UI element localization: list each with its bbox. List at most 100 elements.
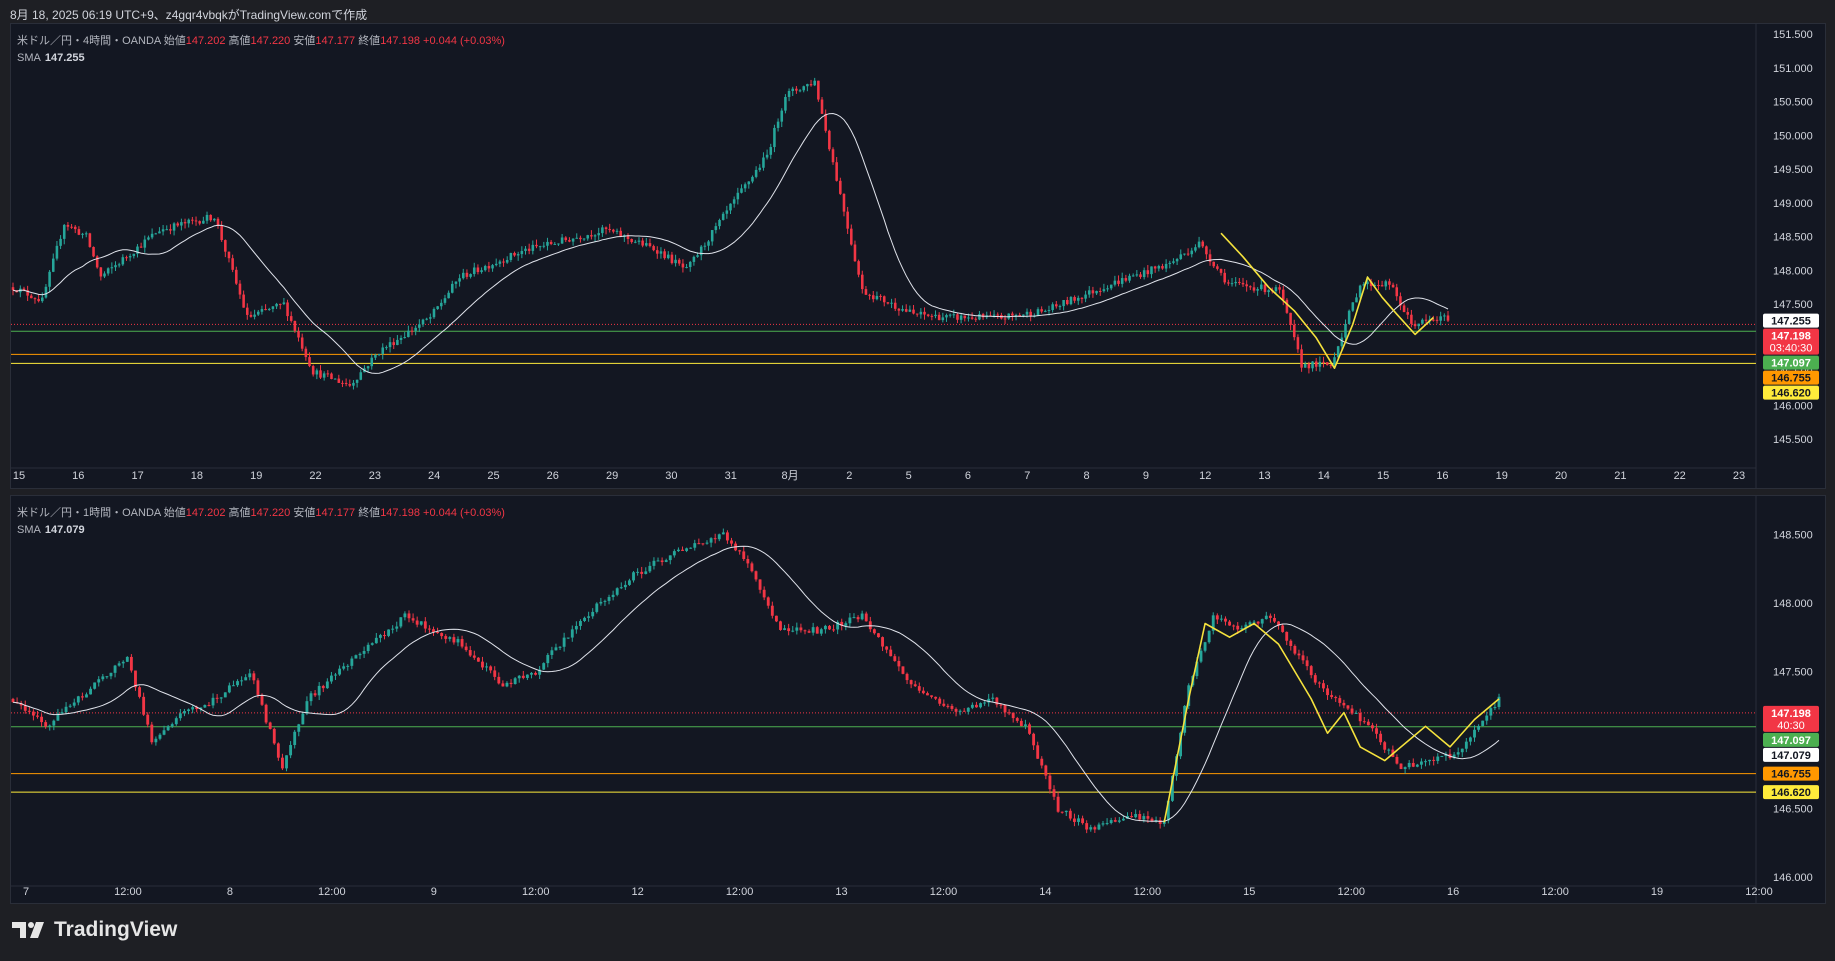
candle-body bbox=[77, 229, 81, 235]
sma-label[interactable]: SMA bbox=[17, 524, 41, 536]
candle-body bbox=[1245, 284, 1248, 287]
high-value: 147.220 bbox=[250, 35, 291, 47]
candle-body bbox=[1344, 324, 1347, 338]
candle-body bbox=[220, 225, 223, 241]
candle-body bbox=[913, 684, 917, 687]
candle-body bbox=[566, 637, 570, 639]
candle-body bbox=[309, 693, 313, 702]
candle-body bbox=[33, 298, 37, 300]
candle-body bbox=[1216, 266, 1219, 269]
candle-body bbox=[1199, 650, 1203, 662]
candle-body bbox=[146, 714, 150, 725]
sma-label[interactable]: SMA bbox=[17, 52, 41, 64]
candle-body bbox=[260, 309, 264, 312]
candle-body bbox=[758, 579, 762, 590]
candle-body bbox=[1489, 708, 1493, 716]
candle-body bbox=[893, 656, 897, 661]
candle-body bbox=[743, 184, 747, 189]
candle-body bbox=[399, 617, 403, 627]
candle-body bbox=[970, 317, 974, 319]
price-chart-4h[interactable]: 145.500146.000146.500147.000147.500148.0… bbox=[11, 24, 1825, 488]
candle-body bbox=[93, 682, 97, 689]
candle-body bbox=[101, 676, 105, 680]
candle-body bbox=[582, 238, 586, 240]
symbol-label[interactable]: 米ドル／円・1時間・OANDA bbox=[17, 507, 161, 519]
candle-body bbox=[1289, 640, 1293, 646]
candle-body bbox=[399, 337, 403, 340]
candle-body bbox=[1131, 275, 1135, 277]
candle-body bbox=[1293, 645, 1297, 654]
candle-body bbox=[787, 628, 791, 632]
candle-body bbox=[579, 621, 582, 626]
candle-body bbox=[260, 694, 264, 705]
candle-body bbox=[784, 96, 787, 111]
x-tick-label: 23 bbox=[369, 470, 381, 482]
candle-body bbox=[666, 254, 670, 259]
candle-body bbox=[721, 532, 725, 535]
candle-body bbox=[1388, 281, 1391, 285]
candle-body bbox=[23, 705, 27, 711]
candle-body bbox=[1051, 304, 1054, 311]
price-tag bbox=[1763, 785, 1819, 800]
candle-body bbox=[1432, 319, 1435, 321]
candle-body bbox=[469, 274, 472, 277]
close-label: 終値 bbox=[358, 507, 381, 519]
candle-body bbox=[1048, 775, 1052, 790]
candle-body bbox=[974, 318, 978, 320]
candle-body bbox=[1138, 813, 1142, 820]
candle-body bbox=[1268, 615, 1272, 618]
candle-body bbox=[1342, 702, 1346, 706]
chart-pane-1h[interactable]: 米ドル／円・1時間・OANDA 始値147.202 高値147.220 安値14… bbox=[10, 495, 1826, 904]
candle-body bbox=[1113, 820, 1117, 822]
candle-body bbox=[476, 657, 480, 662]
candle-body bbox=[1121, 818, 1125, 821]
candle-body bbox=[300, 337, 304, 349]
candle-body bbox=[105, 676, 109, 678]
candle-body bbox=[27, 710, 31, 712]
candle-body bbox=[313, 693, 317, 696]
candle-body bbox=[317, 685, 321, 696]
candle-body bbox=[491, 265, 494, 269]
candle-body bbox=[904, 309, 908, 312]
candle-body bbox=[1311, 361, 1314, 369]
candle-body bbox=[493, 670, 497, 677]
candle-body bbox=[483, 266, 487, 271]
open-label: 始値 bbox=[163, 35, 186, 47]
candle-body bbox=[550, 650, 554, 655]
candles-group bbox=[11, 77, 1450, 390]
candle-body bbox=[591, 611, 595, 617]
candle-body bbox=[558, 646, 562, 648]
candle-body bbox=[901, 666, 905, 674]
tradingview-logo[interactable]: TradingView bbox=[12, 918, 177, 942]
candle-body bbox=[381, 347, 385, 355]
candle-body bbox=[1227, 282, 1230, 284]
candle-body bbox=[139, 246, 143, 248]
candle-body bbox=[183, 711, 186, 714]
candle-body bbox=[703, 245, 707, 247]
price-chart-1h[interactable]: 146.000146.500147.000147.500148.000148.5… bbox=[11, 496, 1825, 903]
candle-body bbox=[1154, 819, 1158, 822]
candle-body bbox=[136, 246, 139, 254]
candle-body bbox=[1018, 315, 1021, 317]
candle-body bbox=[432, 309, 436, 318]
candle-body bbox=[626, 235, 630, 240]
symbol-label[interactable]: 米ドル／円・4時間・OANDA bbox=[17, 35, 161, 47]
candle-body bbox=[1091, 290, 1095, 294]
candle-body bbox=[454, 281, 458, 284]
candle-body bbox=[736, 192, 740, 200]
chart-pane-4h[interactable]: 米ドル／円・4時間・OANDA 始値147.202 高値147.220 安値14… bbox=[10, 23, 1826, 489]
candle-body bbox=[154, 233, 158, 235]
candle-body bbox=[1346, 705, 1350, 709]
candle-body bbox=[832, 629, 835, 631]
candle-body bbox=[864, 289, 868, 295]
candle-body bbox=[114, 265, 117, 268]
candle-body bbox=[967, 317, 970, 319]
candle-body bbox=[926, 693, 929, 696]
candle-body bbox=[1234, 281, 1237, 284]
candle-body bbox=[1158, 819, 1162, 824]
candle-body bbox=[1058, 306, 1062, 308]
candle-body bbox=[325, 681, 329, 689]
candle-body bbox=[697, 543, 701, 545]
candle-body bbox=[322, 373, 326, 378]
candle-body bbox=[1493, 706, 1497, 709]
